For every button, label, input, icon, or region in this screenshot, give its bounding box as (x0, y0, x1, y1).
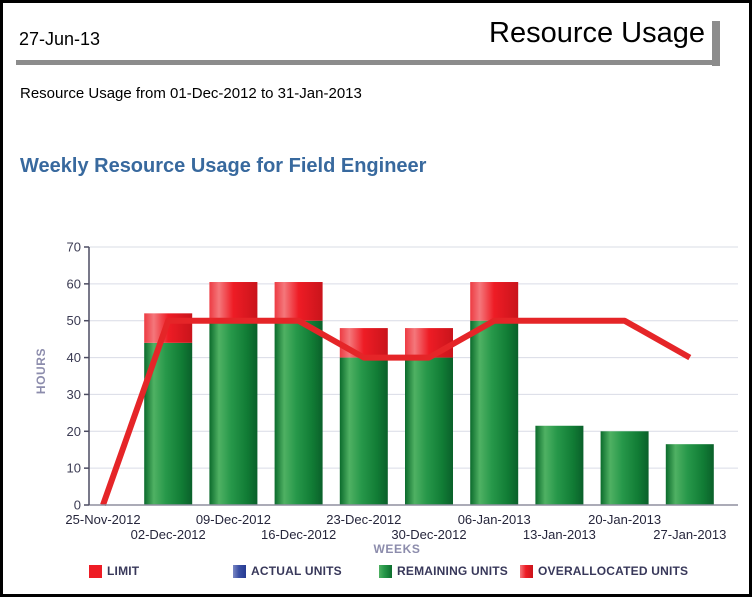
actual-units-swatch-icon (233, 564, 246, 578)
legend-item-remaining-units: REMAINING UNITS (379, 564, 520, 578)
usage-chart: 0 10 20 30 40 50 60 70 25-Nov-201202-Dec-201209-… (34, 240, 738, 556)
remaining-units-bar (339, 357, 388, 505)
y-axis-title: HOURS (34, 348, 48, 394)
remaining-units-bar (274, 320, 323, 505)
x-tick-label: 13-Jan-2013 (523, 527, 596, 542)
y-tick-label: 20 (67, 424, 81, 439)
overallocated-units-bar (405, 328, 453, 358)
report-date: 27-Jun-13 (19, 29, 101, 49)
x-tick-label: 16-Dec-2012 (261, 527, 336, 542)
report-subtitle: Resource Usage from 01-Dec-2012 to 31-Ja… (20, 85, 362, 102)
overallocated-units-swatch-icon (520, 564, 533, 578)
legend-label: REMAINING UNITS (397, 564, 508, 578)
remaining-units-bar (209, 322, 258, 505)
overallocated-units-bar (209, 282, 258, 323)
header-rule (16, 60, 712, 65)
limit-swatch-icon (89, 564, 102, 578)
y-tick-label: 0 (74, 498, 81, 513)
y-tick-label: 60 (67, 276, 81, 291)
legend-label: ACTUAL UNITS (251, 564, 342, 578)
chart-area: 0 10 20 30 40 50 60 70 25-Nov-2012 02-Dec-2012 09-… (23, 238, 739, 556)
chart-legend: LIMIT ACTUAL UNITS REMAINING UNITS OVERA… (3, 564, 749, 578)
x-tick-label: 25-Nov-2012 (65, 512, 140, 527)
x-tick-label: 20-Jan-2013 (588, 512, 661, 527)
x-tick-label: 06-Jan-2013 (458, 512, 531, 527)
y-tick-label: 40 (67, 350, 81, 365)
header-vertical-bar (712, 21, 720, 66)
y-tick-label: 70 (67, 240, 81, 255)
overallocated-units-bar (274, 282, 323, 321)
y-tick-label: 10 (67, 461, 81, 476)
remaining-units-bar (665, 444, 714, 505)
legend-item-limit: LIMIT (89, 564, 233, 578)
legend-item-actual-units: ACTUAL UNITS (233, 564, 379, 578)
overallocated-units-bar (470, 282, 519, 321)
remaining-units-swatch-icon (379, 564, 392, 578)
limit-line (100, 317, 692, 507)
y-tick-label: 50 (67, 313, 81, 328)
x-tick-label: 27-Jan-2013 (653, 527, 726, 542)
remaining-units-bar (600, 431, 649, 505)
x-tick-label: 09-Dec-2012 (196, 512, 271, 527)
remaining-units-bar (470, 320, 519, 505)
legend-label: OVERALLOCATED UNITS (538, 564, 689, 578)
chart-title: Weekly Resource Usage for Field Engineer (20, 155, 427, 177)
page-title: Resource Usage (489, 17, 705, 49)
legend-label: LIMIT (107, 564, 140, 578)
overallocated-units-bar (339, 328, 388, 358)
y-tick-label: 30 (67, 387, 81, 402)
x-tick-label: 02-Dec-2012 (131, 527, 206, 542)
x-tick-label: 30-Dec-2012 (391, 527, 466, 542)
legend-item-overallocated-units: OVERALLOCATED UNITS (520, 564, 749, 578)
x-tick-label: 23-Dec-2012 (326, 512, 401, 527)
remaining-units-bar (405, 357, 453, 505)
remaining-units-bar (535, 425, 584, 505)
x-axis-title: WEEKS (373, 542, 420, 556)
